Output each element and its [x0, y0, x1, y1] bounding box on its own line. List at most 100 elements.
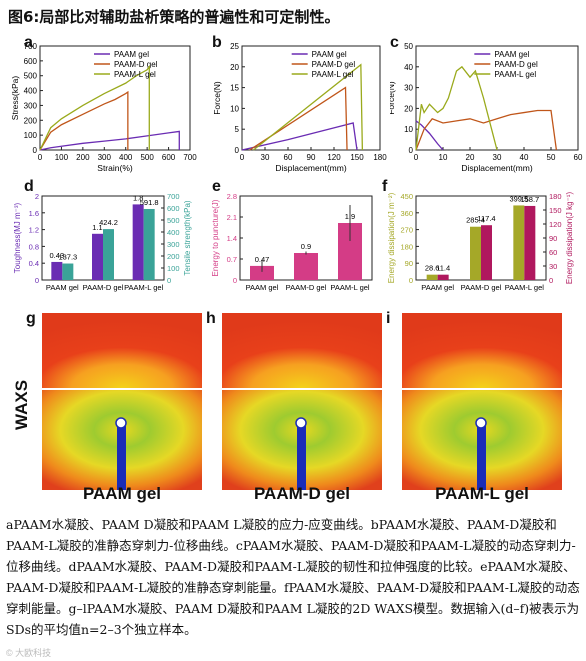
waxs-name-paam-l: PAAM-L gel	[435, 484, 529, 503]
bar-0	[132, 204, 144, 280]
y2-tick-label: 30	[549, 262, 557, 271]
x-tick-label: 0	[38, 153, 43, 162]
y2-tick-label: 0	[549, 276, 553, 285]
waxs-image-paam	[42, 313, 202, 490]
x-tick-label: PAAM-L gel	[124, 283, 164, 292]
data-label-0: 28.6	[425, 264, 440, 273]
panel-label-i: i	[386, 310, 391, 327]
bar-1	[481, 225, 492, 280]
data-label-0: 1.9	[345, 212, 355, 221]
y-tick-label: 0	[233, 276, 237, 285]
y2-tick-label: 90	[549, 234, 557, 243]
y-tick-label: 1.4	[227, 234, 237, 243]
data-label-0: 0.43	[50, 251, 65, 260]
series-line-2	[39, 64, 150, 151]
x-tick-label: PAAM gel	[46, 283, 79, 292]
data-label-0: 285.4	[466, 216, 485, 225]
y-tick-label: 500	[24, 72, 38, 81]
data-label-0: 399.5	[509, 194, 528, 203]
y2-tick-label: 300	[167, 240, 180, 249]
series-line-0	[415, 120, 444, 151]
series-line-1	[249, 86, 348, 151]
bar-0	[92, 233, 103, 280]
x-tick-label: 300	[98, 153, 112, 162]
y-tick-label: 0.8	[29, 242, 39, 251]
y2-tick-label: 60	[549, 248, 557, 257]
series-line-1	[415, 109, 558, 151]
x-tick-label: 120	[327, 153, 341, 162]
x-tick-label: PAAM gel	[421, 283, 454, 292]
data-label-1: 158.7	[520, 195, 539, 204]
y-tick-label: 2	[35, 192, 39, 201]
y2-tick-label: 100	[167, 264, 180, 273]
panel-label-h: h	[206, 310, 216, 327]
y-tick-label: 1.2	[29, 226, 39, 235]
bar-0	[51, 261, 63, 280]
y-tick-label: 0	[409, 276, 413, 285]
y-tick-label: 400	[24, 87, 38, 96]
x-tick-label: 100	[55, 153, 69, 162]
y-axis-label: Stress(kPa)	[10, 76, 20, 121]
x-tick-label: 10	[439, 153, 448, 162]
legend-label-0: PAAM gel	[312, 50, 347, 59]
chart-f: f 0 90 180 270 360 450 0 30 60 90 120 150 180 Energy …	[380, 178, 586, 308]
y-tick-label: 450	[400, 192, 413, 201]
y2-tick-label: 150	[549, 206, 562, 215]
panel-label-a: a	[24, 34, 33, 51]
x-axis-label: Displacement(mm)	[275, 163, 346, 173]
y-tick-label: 0	[33, 146, 38, 155]
legend-label-2: PAAM-L gel	[494, 70, 536, 79]
panel-label-e: e	[212, 178, 221, 195]
y2-tick-label: 200	[167, 252, 180, 261]
x-tick-label: 60	[284, 153, 293, 162]
plot-frame	[39, 45, 191, 151]
y-tick-label: 90	[405, 259, 413, 268]
bar-1	[62, 263, 74, 280]
y-tick-label: 360	[400, 209, 413, 218]
legend-label-1: PAAM-D gel	[494, 60, 538, 69]
x-axis-label: Strain(%)	[97, 163, 133, 173]
chart-b: b 0 30 60 90 120 150 180 0 5 10 15 20 25 Displacement…	[200, 32, 390, 182]
y-axis-label: Energy dissipation(J m⁻²)	[387, 192, 396, 283]
y2-tick-label: 120	[549, 220, 562, 229]
legend-label-1: PAAM-D gel	[312, 60, 356, 69]
y-tick-label: 15	[230, 84, 239, 93]
data-label-0: 1.8	[133, 193, 143, 202]
x-tick-label: 700	[183, 153, 197, 162]
y-tick-label: 0	[409, 146, 414, 155]
waxs-images	[42, 313, 562, 490]
y-tick-label: 0.4	[29, 259, 39, 268]
y-tick-label: 40	[404, 63, 413, 72]
bar-0	[426, 274, 438, 280]
legend-label-0: PAAM gel	[494, 50, 529, 59]
data-label-1: 591.8	[140, 198, 159, 207]
x-tick-label: PAAM-L gel	[330, 283, 370, 292]
x-tick-label: PAAM gel	[246, 283, 279, 292]
panel-label-b: b	[212, 34, 222, 51]
bar-1	[103, 229, 114, 280]
y2-tick-label: 400	[167, 228, 180, 237]
data-label-0: 1.1	[92, 223, 102, 232]
x-tick-label: 90	[307, 153, 316, 162]
bar-0	[294, 253, 318, 280]
x-tick-label: PAAM-D gel	[286, 283, 327, 292]
bar-0	[250, 265, 274, 280]
data-label-1: 11.4	[436, 264, 450, 273]
x-tick-label: 30	[261, 153, 270, 162]
y2-axis-label: Tensile strength(kPa)	[183, 200, 192, 275]
series-line-1	[39, 90, 129, 151]
bar-1	[437, 274, 449, 280]
waxs-name-paam: PAAM gel	[82, 484, 162, 503]
y-tick-label: 20	[404, 104, 413, 113]
y-axis-label: Toughness(MJ m⁻³)	[13, 202, 22, 273]
waxs-image-paam-l	[402, 313, 562, 490]
y2-tick-label: 180	[549, 192, 562, 201]
y-tick-label: 1.6	[29, 209, 39, 218]
chart-c: c 0 10 20 30 40 50 60 0 10 20 30 40 50 Displacement(m…	[386, 32, 586, 182]
y2-tick-label: 700	[167, 192, 180, 201]
y-tick-label: 180	[400, 242, 413, 251]
legend-label-2: PAAM-L gel	[312, 70, 354, 79]
x-tick-label: 20	[466, 153, 475, 162]
y-tick-label: 20	[230, 63, 239, 72]
